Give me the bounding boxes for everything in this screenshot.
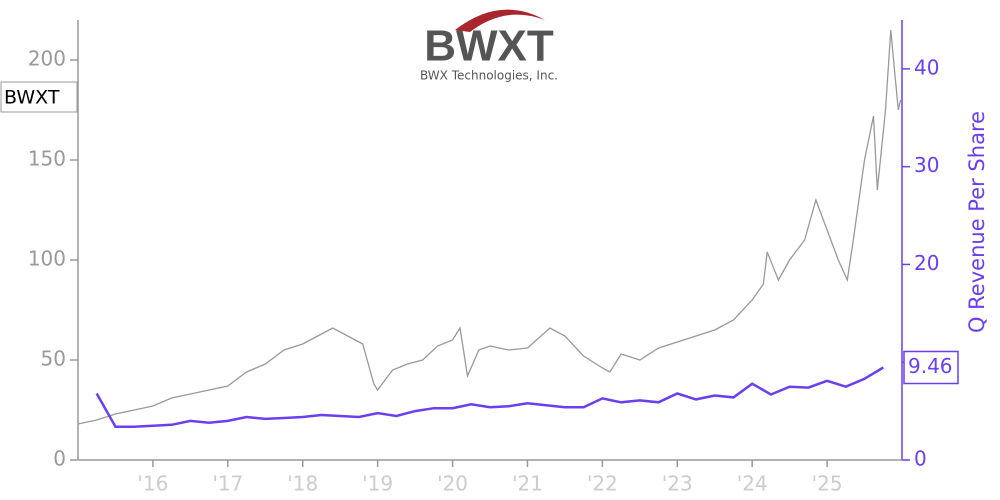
series-label: BWXT — [4, 87, 60, 109]
x-tick-label: '18 — [287, 472, 318, 496]
y2-tick-label: 40 — [914, 55, 939, 79]
last-value-box — [903, 350, 959, 385]
logo-text: BWXT — [424, 22, 554, 71]
logo: BWXT BWX Technologies, Inc. — [420, 9, 558, 83]
x-tick-label: '16 — [137, 472, 168, 496]
y-tick-label: 50 — [41, 347, 66, 371]
last-value-label: 9.46 — [908, 354, 953, 378]
series-line — [95, 366, 884, 429]
x-tick-label: '24 — [737, 472, 768, 496]
x-tick-label: '23 — [662, 472, 693, 496]
y2-tick-label: 0 — [914, 447, 927, 471]
x-tick-label: '25 — [812, 472, 843, 496]
y2-axis-label: Q Revenue Per Share — [965, 111, 989, 333]
x-tick-label: '19 — [362, 472, 393, 496]
series-line — [77, 29, 902, 425]
logo-swoosh — [455, 9, 545, 32]
y-tick-label: 0 — [53, 447, 66, 471]
x-tick-label: '22 — [587, 472, 618, 496]
x-tick-label: '21 — [512, 472, 543, 496]
x-tick-label: '17 — [212, 472, 243, 496]
y-tick-label: 150 — [28, 147, 66, 171]
y2-tick-label: 30 — [914, 153, 939, 177]
y-tick-label: 200 — [28, 47, 66, 71]
logo-subtitle: BWX Technologies, Inc. — [420, 69, 558, 83]
y2-tick-label: 20 — [914, 251, 939, 275]
y-tick-label: 100 — [28, 247, 66, 271]
x-tick-label: '20 — [437, 472, 468, 496]
series-label-box — [0, 81, 78, 113]
